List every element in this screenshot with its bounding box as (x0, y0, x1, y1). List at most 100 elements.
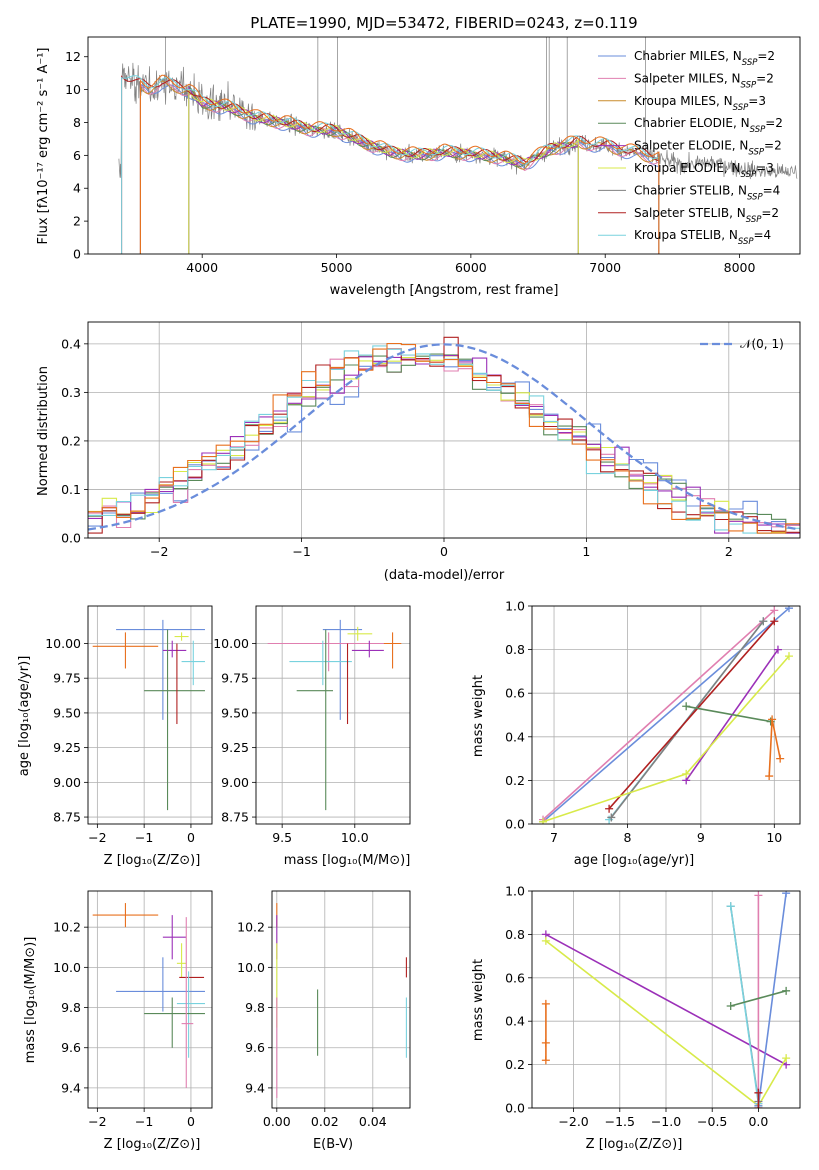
series-marker (770, 606, 779, 615)
series-marker (541, 999, 550, 1008)
massZ-xlabel: Z [log₁₀(Z/Z⊙)] (104, 1137, 201, 1152)
model-spectrum-chabrier_elodie (188, 85, 579, 254)
legend-label-sub: SSP (733, 103, 749, 113)
x-tick-label: 1 (582, 544, 590, 559)
x-tick-label: −1.5 (605, 1114, 635, 1129)
x-tick-label: 0.04 (359, 1114, 387, 1129)
y-tick-label: 0.4 (505, 729, 525, 744)
axes-frame (271, 890, 411, 1109)
x-tick-label: −2 (150, 544, 168, 559)
y-tick-label: 0.6 (505, 970, 525, 985)
x-tick-label: 10.0 (341, 830, 369, 845)
series-marker (754, 891, 763, 900)
legend-label-sub: SSP (738, 237, 754, 247)
series-marker (539, 817, 548, 824)
y-tick-label: 0.2 (61, 433, 81, 448)
y-tick-label: 0.0 (61, 531, 81, 546)
legend-label: Chabrier MILES, NSSP=2 (634, 49, 775, 68)
legend-label: Salpeter ELODIE, NSSP=2 (634, 139, 782, 158)
x-tick-label: −1 (135, 830, 153, 845)
axes-0: 4000 5000 6000 7000 8000 0 2 4 6 8 10 12 (65, 36, 801, 275)
y-tick-label: 9.00 (53, 775, 81, 790)
histogram-salpeter_stelib (88, 336, 800, 534)
hist-ylabel: Normed distribution (36, 366, 51, 496)
legend-label-main: Kroupa ELODIE, N (634, 161, 741, 175)
x-tick-label: 9.5 (272, 830, 292, 845)
axes-6: 0.00 0.02 0.04 9.4 9.6 9.8 10.0 10.2 (237, 890, 411, 1129)
series-marker (754, 1088, 763, 1097)
legend-label-tail: =3 (756, 161, 774, 175)
legend-label-tail: =2 (765, 116, 783, 130)
y-tick-label: 10.2 (237, 920, 265, 935)
model-spectrum-chabrier_miles (139, 83, 660, 254)
x-tick-label: 8 (623, 830, 631, 845)
series-marker (759, 617, 768, 626)
series-line (545, 933, 787, 1066)
legend-label-sub: SSP (747, 192, 763, 202)
wZ-xlabel: Z [log₁₀(Z/Z⊙)] (586, 1137, 683, 1152)
legend-label-tail: =4 (763, 183, 781, 197)
x-tick-label: 0.02 (311, 1114, 339, 1129)
plot-area (92, 619, 205, 811)
series-marker (541, 1056, 550, 1065)
normal-legend-label: 𝒩(0, 1) (740, 337, 784, 351)
legend-label: Salpeter STELIB, NSSP=2 (634, 206, 779, 225)
model-spectrum-kroupa_stelib (121, 75, 660, 254)
legend-label-main: Chabrier STELIB, N (634, 183, 747, 197)
legend-label-main: Kroupa STELIB, N (634, 228, 738, 242)
y-tick-label: 9.4 (245, 1080, 265, 1095)
x-tick-label: 0.0 (748, 1114, 768, 1129)
legend-label-tail: =2 (764, 139, 782, 153)
x-tick-label: 0 (440, 544, 448, 559)
axes-frame (531, 605, 801, 825)
axes-frame (87, 321, 801, 539)
y-tick-label: 1.0 (505, 884, 525, 899)
axes-5: −2 −1 0 9.4 9.6 9.8 10.0 10.2 (53, 890, 213, 1129)
plot-area (276, 903, 407, 1098)
massZ-ylabel: mass [log₁₀(M/M⊙)] (23, 937, 38, 1064)
series-marker (541, 1038, 550, 1047)
axes-1: −2 −1 0 1 2 0.0 0.1 0.2 0.3 0.4 (61, 321, 801, 559)
y-tick-label: 9.25 (53, 740, 81, 755)
y-tick-label: 0.0 (505, 817, 525, 832)
x-tick-label: 6000 (455, 260, 487, 275)
legend-label: Salpeter MILES, NSSP=2 (634, 71, 774, 90)
y-tick-label: 0.2 (505, 1057, 525, 1072)
spectrum-ylabel: Flux [fλ10⁻¹⁷ erg cm⁻² s⁻¹ A⁻¹] (36, 48, 51, 245)
series-marker (765, 772, 774, 781)
hist-xlabel: (data-model)/error (384, 568, 505, 583)
series-line (542, 609, 775, 821)
y-tick-label: 8.75 (221, 810, 249, 825)
y-tick-label: 0.4 (61, 336, 81, 351)
legend-label-sub: SSP (741, 170, 757, 180)
x-tick-label: 10 (766, 830, 782, 845)
x-tick-label: 0 (187, 1114, 195, 1129)
y-tick-label: 9.75 (53, 671, 81, 686)
x-tick-label: 9 (697, 830, 705, 845)
y-tick-label: 9.50 (53, 705, 81, 720)
series-line (542, 607, 790, 823)
y-tick-label: 9.00 (221, 775, 249, 790)
legend-label: Chabrier ELODIE, NSSP=2 (634, 116, 783, 135)
y-tick-label: 2 (73, 214, 81, 229)
x-tick-label: −2 (88, 830, 106, 845)
plot-area (267, 619, 402, 811)
legend-label: Chabrier STELIB, NSSP=4 (634, 183, 780, 202)
x-tick-label: −0.5 (697, 1114, 727, 1129)
agemass-xlabel: mass [log₁₀(M/M⊙)] (284, 853, 411, 868)
x-tick-label: 8000 (724, 260, 756, 275)
y-tick-label: 0.3 (61, 385, 81, 400)
x-tick-label: 0 (187, 830, 195, 845)
legend-label-sub: SSP (746, 215, 762, 225)
plot-area (539, 606, 793, 824)
series-line (757, 893, 787, 1106)
series-marker (605, 804, 614, 813)
y-tick-label: 10 (65, 82, 81, 97)
legend-label-tail: =2 (761, 206, 779, 220)
legend-label-sub: SSP (748, 148, 764, 158)
axes-frame (87, 605, 213, 825)
legend-label-main: Salpeter ELODIE, N (634, 139, 748, 153)
model-spectrum-orange (139, 74, 660, 254)
series-line (686, 705, 771, 723)
model-spectrum-salpeter_stelib (121, 75, 660, 254)
